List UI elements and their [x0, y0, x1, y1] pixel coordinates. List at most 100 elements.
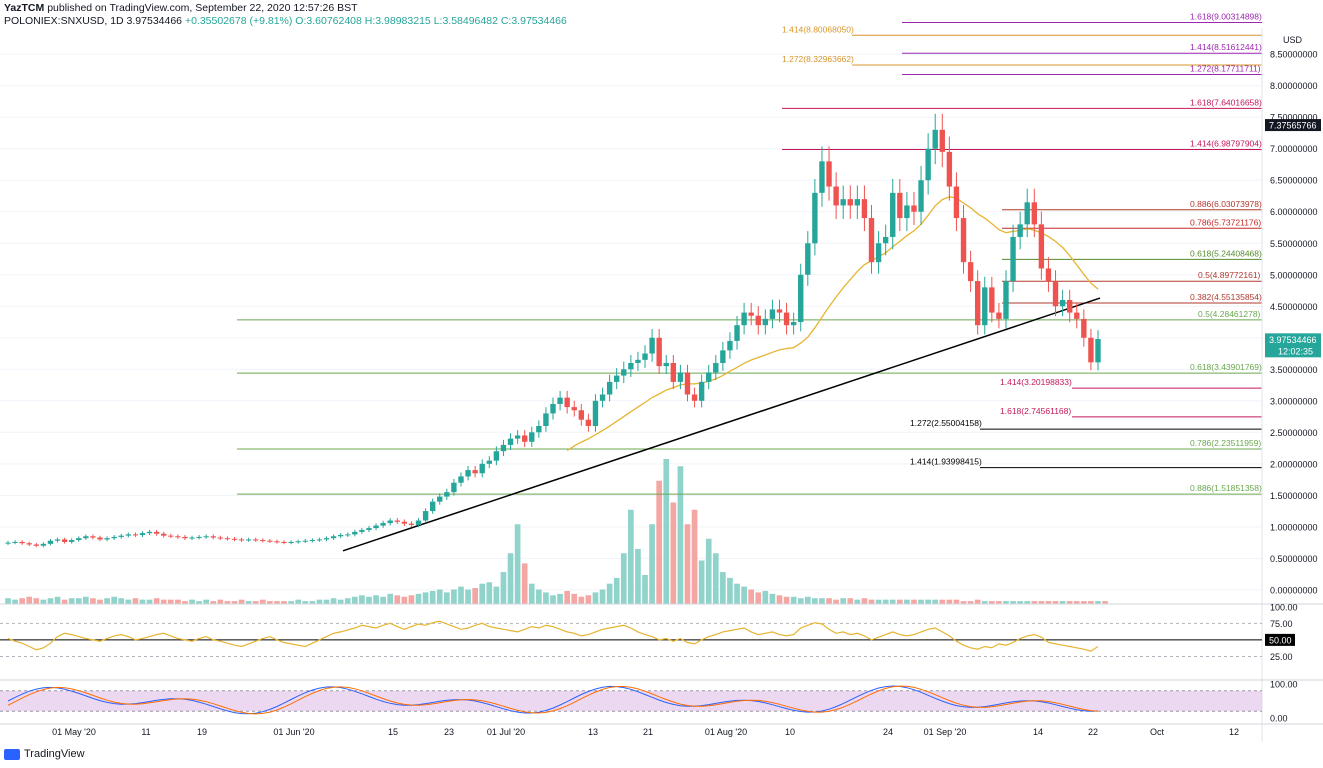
volume-bar	[755, 592, 762, 604]
volume-bar	[33, 598, 40, 604]
low: L:3.58496482	[433, 15, 498, 27]
candle-body	[1052, 281, 1059, 307]
candle-body	[904, 205, 910, 219]
volume-bar	[54, 596, 61, 604]
candle-body	[868, 218, 875, 263]
fib-label: 1.618(9.00314898)	[1190, 11, 1262, 21]
currency-label: USD	[1283, 35, 1303, 45]
volume-bar	[1017, 601, 1023, 604]
candle-body	[196, 536, 202, 538]
candle-body	[706, 372, 712, 382]
rsi-pane: 100.00 75.00 25.00 50.00	[0, 602, 1323, 662]
footer[interactable]: TradingView	[4, 748, 85, 760]
candle-body	[592, 400, 599, 427]
candle-body	[854, 199, 861, 206]
candle-body	[422, 511, 429, 521]
candle-body	[932, 129, 938, 149]
candle-body	[182, 536, 188, 539]
time-tick-label: 12	[1229, 727, 1239, 737]
candle-body	[861, 199, 868, 219]
candle-body	[741, 312, 747, 326]
candle-body	[26, 543, 32, 545]
stoch-tick-label: 0.00	[1270, 714, 1288, 724]
volume-bar	[1052, 601, 1059, 604]
fib-label: 1.414(8.51612441)	[1190, 42, 1262, 52]
trend-line	[342, 297, 1101, 552]
candle-body	[847, 199, 853, 206]
publisher[interactable]: YazTCM	[4, 2, 45, 14]
price-tick-label: 7.50000000	[1270, 113, 1318, 123]
candle-body	[543, 413, 549, 427]
candle-body	[394, 520, 400, 522]
rsi-tick-label: 25.00	[1270, 652, 1293, 662]
candle-body	[606, 381, 613, 395]
last-price-label: 3.97534466	[1269, 335, 1317, 345]
candle-body	[366, 528, 372, 530]
volume-bar	[394, 595, 401, 604]
symbol[interactable]: POLONIEX:SNXUSD, 1D	[4, 15, 124, 27]
fib-label: 1.414(1.93998415)	[910, 457, 982, 467]
volume-bar	[47, 598, 54, 604]
candle-body	[493, 451, 500, 461]
volume-bar	[904, 599, 910, 604]
last-price: 3.97534466	[126, 15, 183, 27]
volume-bar	[741, 586, 747, 604]
time-tick-label: 14	[1033, 727, 1043, 737]
volume-bar	[1045, 601, 1052, 604]
candle-body	[132, 534, 139, 536]
candle-body	[217, 537, 224, 539]
candle-body	[458, 476, 464, 483]
volume-bar	[153, 598, 160, 604]
volume-bar	[337, 599, 344, 604]
volume-bar	[691, 509, 698, 604]
volume-bar	[451, 589, 457, 604]
volume-bar	[330, 598, 337, 604]
candle-body	[1010, 236, 1016, 282]
volume-bar	[422, 592, 429, 604]
candle-body	[203, 536, 209, 538]
volume-bar	[252, 601, 259, 604]
candle-body	[875, 243, 882, 263]
candle-body	[274, 541, 280, 543]
volume-bar	[90, 598, 96, 604]
brand-name: TradingView	[24, 748, 85, 760]
candle-body	[790, 322, 797, 326]
candle-body	[472, 470, 478, 474]
candle-body	[146, 531, 153, 534]
candle-body	[323, 538, 330, 540]
candle-body	[727, 340, 733, 351]
fib-label: 0.886(1.51851358)	[1190, 483, 1262, 493]
candle-body	[783, 312, 790, 326]
time-tick-label: 01 Aug '20	[705, 727, 747, 737]
volume-bar	[804, 596, 811, 604]
volume-bar	[826, 598, 832, 604]
candle-body	[748, 312, 754, 316]
time-tick-label: 19	[197, 727, 207, 737]
candle-body	[953, 186, 960, 219]
volume-bar	[1102, 601, 1108, 604]
trendline	[342, 297, 1101, 552]
volume-bar	[132, 598, 139, 604]
fib-label: 0.5(4.89772161)	[1198, 270, 1261, 280]
rsi-line	[7, 620, 1099, 652]
volume-bar	[896, 599, 903, 604]
stoch-k-line	[7, 685, 1099, 715]
volume-bar	[854, 599, 861, 604]
candle-body	[486, 460, 492, 464]
candle-body	[649, 337, 655, 354]
volume-bar	[840, 598, 847, 604]
volume-bar	[939, 599, 946, 604]
candles	[5, 113, 1101, 548]
candle-body	[316, 539, 323, 541]
time-tick-label: 01 Sep '20	[924, 727, 967, 737]
volume-bar	[429, 590, 436, 604]
candle-body	[76, 538, 82, 541]
candle-body	[996, 312, 1002, 319]
volume-bar	[500, 572, 507, 604]
volume-bar	[1095, 601, 1101, 604]
volume-bar	[359, 595, 365, 604]
candle-body	[1017, 224, 1023, 237]
volume-bar	[238, 599, 245, 604]
price-axis: 0.00000000 0.50000000 1.00000000 1.50000000…	[1261, 28, 1321, 742]
